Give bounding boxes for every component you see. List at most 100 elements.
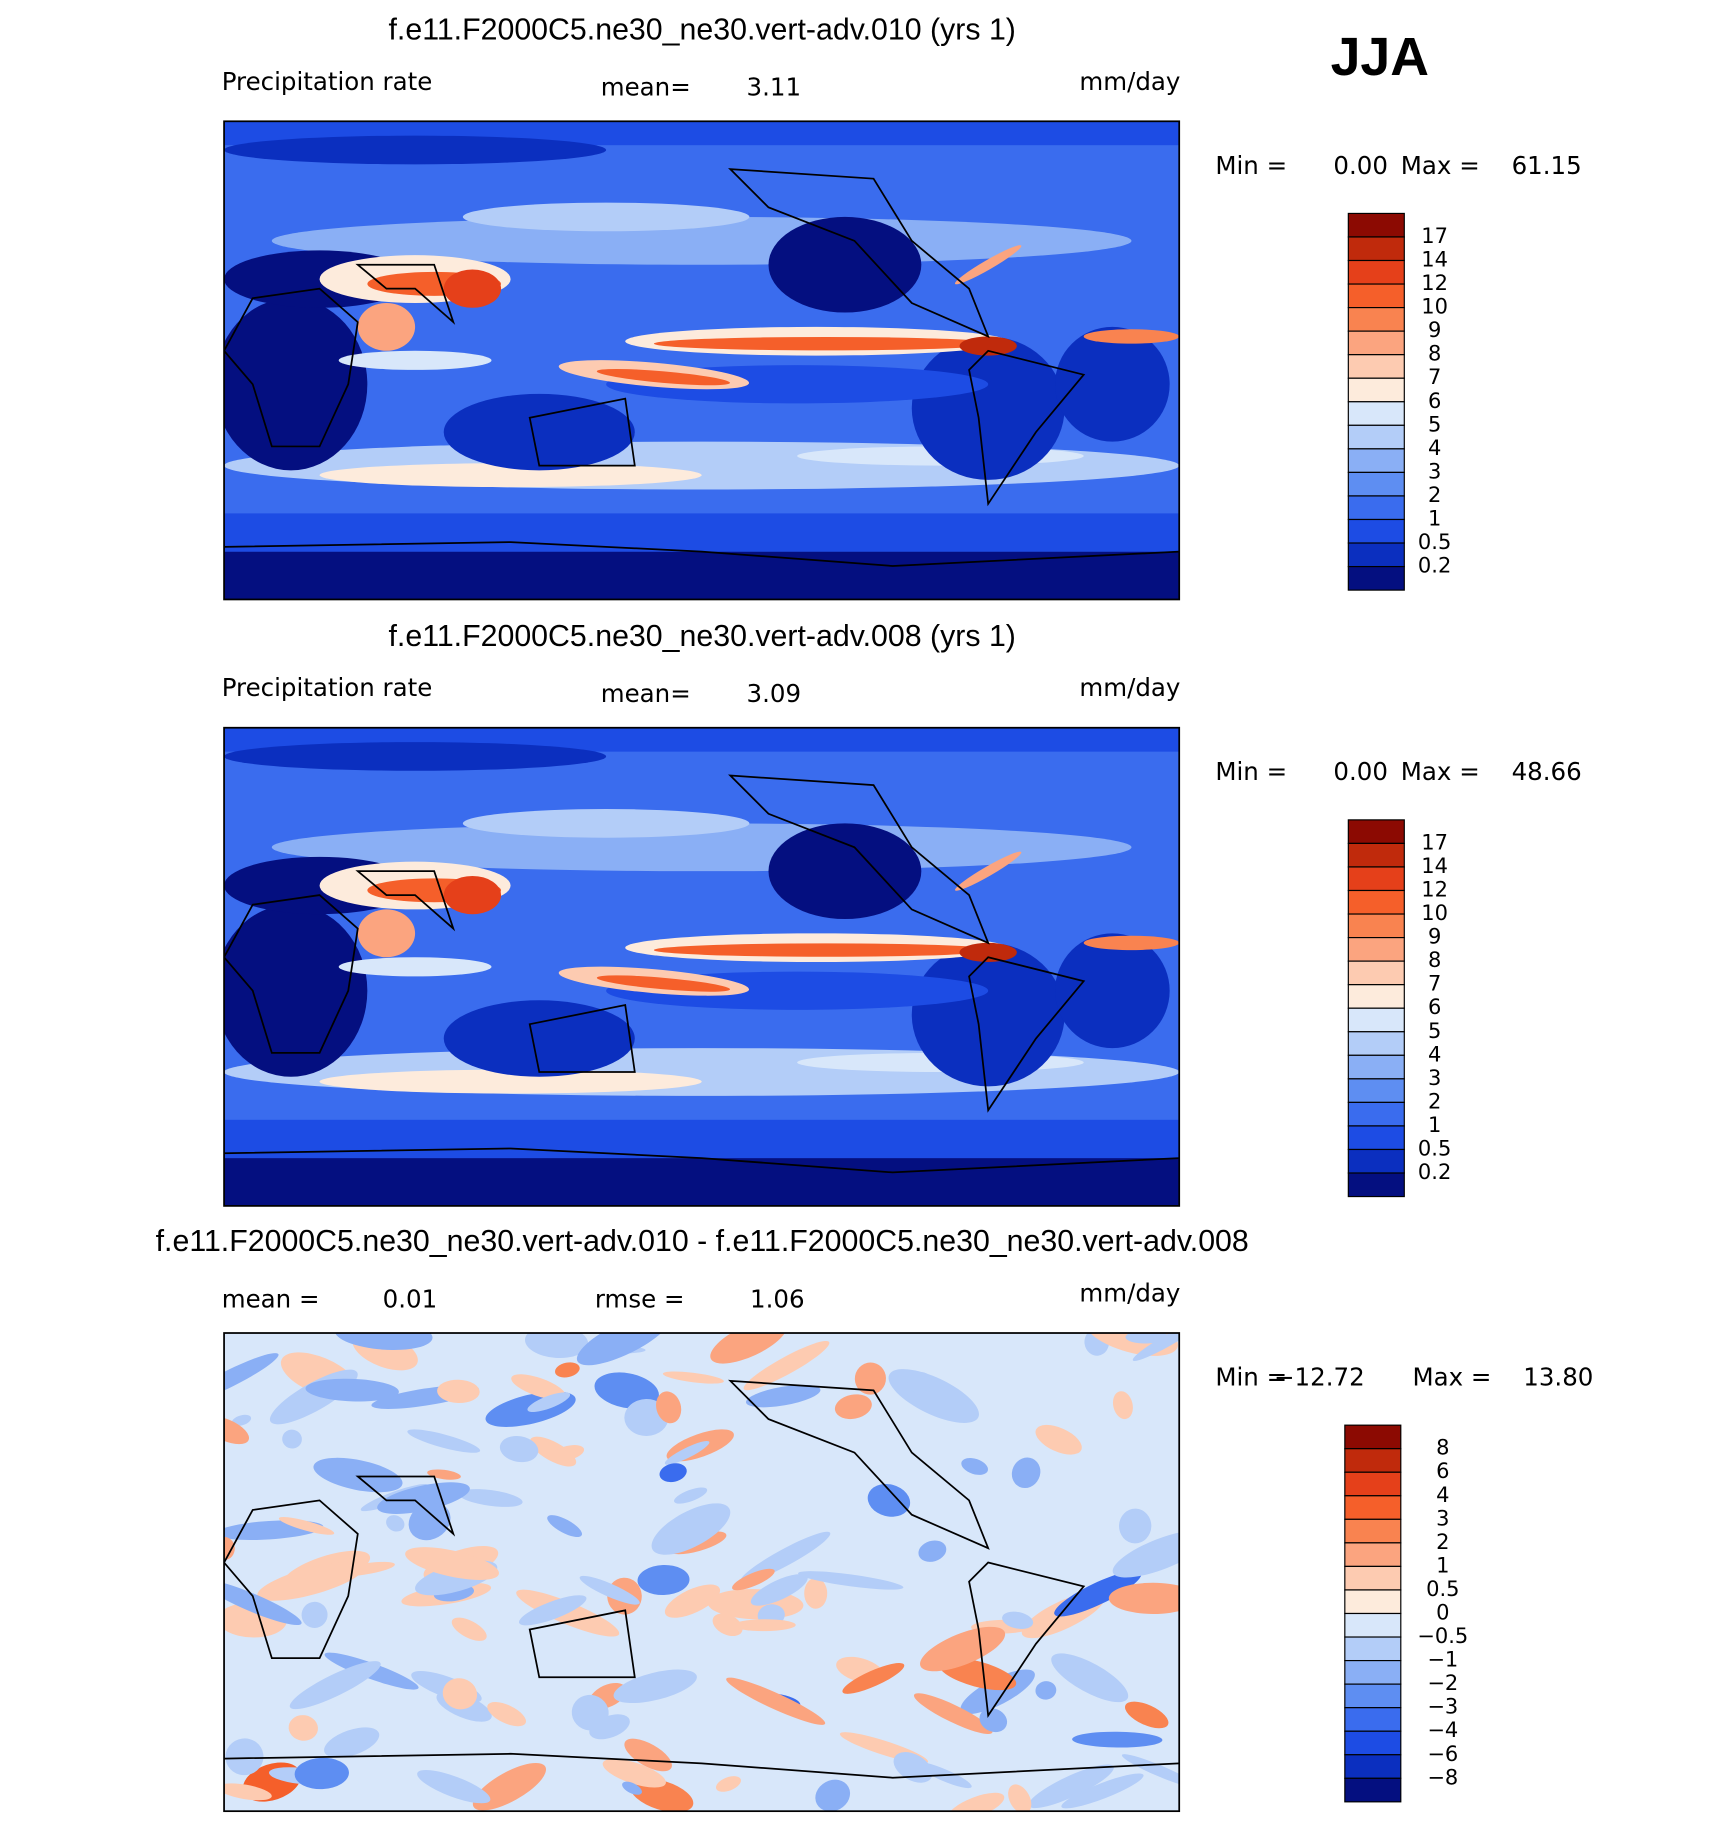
map-background [224,1333,1180,1812]
map-shading [224,513,1180,552]
coastline [224,1147,1180,1174]
map-shading [527,1392,571,1412]
colorbar-label: 8 [1428,948,1441,972]
colorbar-box [1347,565,1405,591]
colorbar-box [1347,1172,1405,1198]
colorbar-box [1347,542,1405,568]
coastline [224,894,359,1054]
colorbar-box [1344,1659,1402,1685]
map-shading [1119,1508,1152,1544]
map-shading [552,1445,585,1461]
map-shading [750,1574,808,1606]
map-shading [407,1429,481,1453]
colorbar-label: 17 [1421,224,1448,248]
map-shading [334,1333,433,1350]
map-shading [662,1371,724,1384]
max-value: 48.66 [1512,757,1582,786]
colorbar-box [1347,495,1405,521]
map-shading [622,1781,642,1795]
colorbar-box [1347,471,1405,497]
map-shading [1011,1457,1041,1489]
colorbar-box [1347,819,1405,844]
map-shading [1028,1764,1114,1809]
stat-label: rmse = [595,1284,685,1313]
colorbar-label: 8 [1436,1436,1449,1460]
map-shading [768,216,922,313]
colorbar-box [1344,1542,1402,1567]
colorbar-box [1344,1448,1402,1473]
map-shading [451,1617,487,1641]
map-shading [867,1484,911,1517]
map-shading [726,1677,826,1725]
colorbar-box [1347,1125,1405,1151]
map-shading [1055,933,1170,1049]
colorbar-box [1347,960,1405,986]
map-shading [555,1362,580,1378]
map-shading [745,1384,821,1408]
map-shading [511,1374,566,1400]
map-shading [224,135,607,165]
map-shading [959,942,1017,963]
max-label: Max = [1401,151,1480,180]
colorbar-box [1347,236,1405,262]
colorbar-label: 14 [1421,854,1448,878]
colorbar-box [1347,283,1405,309]
colorbar-label: −0.5 [1417,1624,1468,1648]
map-shading [1132,1333,1180,1361]
coastline [355,870,456,932]
map-shading [257,1562,364,1601]
map-shading [979,1708,1008,1733]
colorbar-label: −8 [1427,1765,1458,1789]
colorbar-label: −1 [1427,1648,1458,1672]
coastline [224,287,359,448]
coastline [355,1475,456,1537]
colorbar-box [1347,259,1405,285]
coastline [224,541,1180,567]
map-shading [224,904,368,1077]
map-shading [487,1701,526,1727]
map-shading [961,1458,989,1475]
colorbar-label: 5 [1428,412,1441,436]
map-shading [472,1762,547,1811]
colorbar-box [1347,354,1405,379]
map-shading [659,1463,687,1483]
map-shading [301,1601,328,1628]
coastline [968,1561,1086,1719]
colorbar-label: 10 [1421,901,1448,925]
map-shading [596,368,731,386]
max-value: 61.15 [1512,151,1582,180]
colorbar-label: 0.5 [1418,1136,1451,1160]
stat-label: mean= [601,73,691,102]
colorbar-box [1347,984,1405,1009]
colorbar-box [1344,1707,1402,1732]
colorbar-label: 2 [1436,1530,1449,1554]
map-shading [224,742,607,771]
colorbar-label: 6 [1436,1459,1449,1483]
units-label: mm/day [1079,673,1180,702]
colorbar-label: −3 [1427,1695,1458,1719]
colorbar-label: 3 [1436,1506,1449,1530]
map-shading [313,1457,403,1493]
colorbar-box [1347,1148,1405,1174]
coastline [728,774,990,945]
coastline [528,1609,636,1679]
units-label: mm/day [1079,67,1180,96]
colorbar-box [1344,1777,1402,1803]
colorbar-label: 0.5 [1426,1577,1459,1601]
coastline [968,956,1086,1113]
map-shading [955,245,1022,285]
colorbar-label: 4 [1428,1042,1441,1066]
map-shading [710,1333,788,1364]
map-shading [1055,326,1170,442]
map-shading [743,1340,830,1391]
min-value: 0.00 [1333,757,1388,786]
map-shading [443,393,635,471]
map-shading [288,1715,318,1741]
map-shading [1054,1570,1142,1617]
map-shading [443,269,502,308]
colorbar-box [1347,401,1405,426]
map-shading [1083,935,1180,951]
colorbar-label: 17 [1421,830,1448,854]
colorbar-label: 12 [1421,271,1448,295]
